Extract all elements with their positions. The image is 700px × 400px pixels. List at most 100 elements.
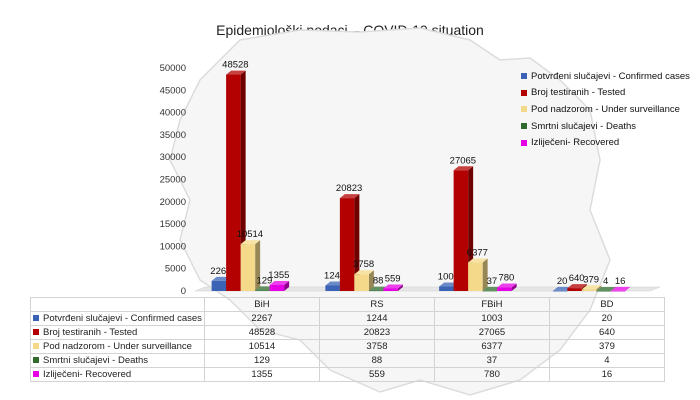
table-cell: 6377 [433, 339, 550, 354]
table-row-swatch [33, 315, 39, 322]
table-cell: 4 [548, 353, 665, 368]
table-cell: 20823 [318, 325, 435, 340]
y-tick-label: 0 [181, 286, 186, 297]
legend-label: Pod nadzorom - Under surveillance [531, 103, 680, 115]
bar [226, 74, 241, 291]
bar [468, 262, 483, 291]
bar-value-label: 4 [603, 276, 608, 287]
bar-value-label: 3758 [353, 259, 374, 270]
table-row: Broj testiranih - Tested 48528 20823 27065 6… [30, 325, 665, 340]
bar-value-label: 1003 [438, 272, 459, 283]
y-tick-label: 45000 [160, 85, 186, 96]
table-row-swatch [33, 357, 39, 364]
table-cell: 88 [318, 353, 435, 368]
table-row-label: Potvrđeni slučajevi - Confirmed cases [43, 313, 202, 324]
table-row-swatch [33, 343, 39, 350]
bar-top [468, 258, 488, 263]
bar-side [625, 286, 631, 291]
bar [453, 170, 469, 291]
legend-label: Izliječeni- Recovered [531, 137, 620, 149]
bar [269, 284, 285, 291]
table-row: Smrtni slučajevi - Deaths 129 88 37 4 [30, 353, 665, 368]
legend-label: Smrtni slučajevi - Deaths [531, 120, 637, 132]
table-row: Potvrđeni slučajevi - Confirmed cases 226… [30, 311, 665, 326]
bar [482, 290, 498, 292]
bar [383, 288, 398, 291]
y-tick-label: 5000 [165, 264, 186, 275]
bar-value-label: 640 [569, 273, 585, 284]
legend-swatch [521, 73, 527, 80]
bar [581, 289, 597, 291]
bar-value-label: 1355 [268, 270, 289, 281]
table-cell: 16 [548, 367, 665, 382]
bar-top [383, 284, 403, 289]
table-row-label: Izliječeni- Recovered [43, 369, 132, 380]
y-tick-label: 15000 [160, 219, 186, 230]
bar-value-label: 20823 [336, 183, 362, 194]
table-cell: 2267 [203, 311, 320, 326]
bar-value-label: 10514 [237, 229, 263, 240]
bar-top [453, 166, 474, 171]
y-tick-label: 25000 [160, 175, 186, 186]
table-row-swatch [33, 329, 39, 336]
table-cell: 10514 [203, 339, 320, 354]
table-cell: 379 [548, 339, 665, 354]
bar-top [596, 286, 616, 291]
bar-side [511, 283, 517, 291]
table-cell: 27065 [433, 325, 550, 340]
table-row-header: Izliječeni- Recovered [30, 367, 205, 382]
table-row-swatch [33, 371, 39, 378]
table-row-header: Broj testiranih - Tested [30, 325, 205, 340]
legend-item: Pod nadzorom - Under surveillance [521, 101, 696, 118]
table-column-header: RS [318, 297, 435, 312]
legend-swatch [521, 139, 527, 146]
bar [325, 285, 340, 291]
bar-side [255, 240, 261, 291]
bar-top [226, 70, 246, 75]
bar [368, 290, 384, 292]
bar [596, 290, 611, 292]
bar-value-label: 88 [373, 276, 384, 287]
bar-side [284, 280, 290, 291]
table-cell: 37 [433, 353, 550, 368]
legend-item: Potvrđeni slučajevi - Confirmed cases [521, 68, 696, 85]
bar-value-label: 6377 [467, 248, 488, 259]
bar [354, 274, 369, 291]
y-tick-label: 20000 [160, 197, 186, 208]
bar-value-label: 48528 [222, 60, 248, 71]
table-row: Pod nadzorom - Under surveillance 10514 37… [30, 339, 665, 354]
table-cell: 20 [548, 311, 665, 326]
bar-side [397, 284, 403, 291]
table-column-header: BiH [203, 297, 320, 312]
table-cell: 1003 [433, 311, 550, 326]
table-cell: 129 [203, 353, 320, 368]
table-corner-cell [30, 297, 205, 312]
bar-value-label: 20 [557, 276, 568, 287]
y-tick-label: 40000 [160, 108, 186, 119]
bar-value-label: 559 [385, 274, 401, 285]
chart-legend: Potvrđeni slučajevi - Confirmed cases Bro… [521, 68, 696, 151]
bar-value-label: 379 [583, 274, 599, 285]
bar-top [497, 283, 517, 288]
table-cell: 640 [548, 325, 665, 340]
bar-value-label: 1244 [324, 270, 345, 281]
bar-side [240, 70, 246, 291]
bar-side [354, 194, 360, 291]
bar-side [482, 258, 488, 291]
table-cell: 559 [318, 367, 435, 382]
table-row-header: Pod nadzorom - Under surveillance [30, 339, 205, 354]
bar-top [567, 284, 587, 289]
legend-item: Izliječeni- Recovered [521, 134, 696, 151]
bar-side [596, 285, 602, 291]
bar-top [240, 240, 261, 245]
table-row: Izliječeni- Recovered 1355 559 780 16 [30, 367, 665, 382]
bar-value-label: 37 [487, 276, 498, 287]
legend-swatch [521, 123, 527, 130]
bar [567, 288, 582, 291]
bar [497, 287, 512, 291]
y-tick-label: 10000 [160, 241, 186, 252]
bar-value-label: 780 [498, 273, 514, 284]
bar-value-label: 16 [615, 276, 626, 287]
table-cell: 1355 [203, 367, 320, 382]
legend-label: Broj testiranih - Tested [531, 87, 626, 99]
